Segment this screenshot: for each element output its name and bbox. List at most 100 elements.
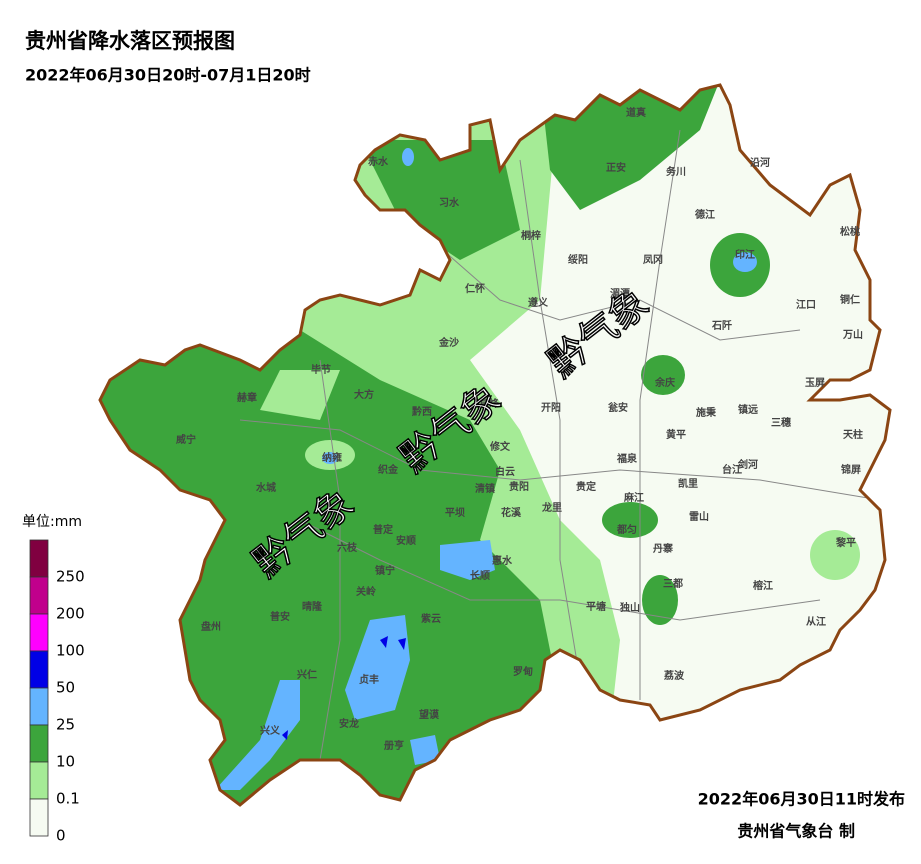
place-label: 荔波 <box>663 669 685 682</box>
issuer: 贵州省气象台 制 <box>737 822 855 841</box>
place-label: 丹寨 <box>653 542 673 555</box>
place-label: 平塘 <box>586 600 606 613</box>
place-label: 贵定 <box>576 480 596 493</box>
place-label: 威宁 <box>176 433 196 446</box>
place-label: 独山 <box>620 601 640 614</box>
place-label: 桐梓 <box>521 229 541 242</box>
place-label: 从江 <box>806 615 826 628</box>
legend-swatch <box>29 539 49 578</box>
legend-label: 200 <box>56 605 85 623</box>
place-label: 铜仁 <box>840 293 860 306</box>
place-label: 赫章 <box>237 391 257 404</box>
place-label: 花溪 <box>501 506 522 519</box>
place-label: 普安 <box>270 610 290 623</box>
place-label: 赤水 <box>368 155 389 168</box>
place-label: 三穗 <box>771 416 791 429</box>
legend-swatch <box>29 761 49 800</box>
title: 贵州省降水落区预报图 <box>25 29 235 53</box>
place-label: 榕江 <box>753 579 773 592</box>
place-label: 安顺 <box>396 534 416 547</box>
place-label: 沿河 <box>750 156 770 169</box>
legend-swatch <box>29 798 49 837</box>
legend: 250 200 100 50 25 10 0.1 0 <box>29 539 85 845</box>
legend-label: 10 <box>56 753 75 771</box>
place-label: 麻江 <box>623 491 644 504</box>
place-label: 贞丰 <box>359 673 379 686</box>
place-label: 镇宁 <box>375 564 395 577</box>
issued: 2022年06月30日11时发布 <box>698 790 905 809</box>
legend-swatch <box>29 687 49 726</box>
place-label: 务川 <box>666 165 686 178</box>
place-label: 凯里 <box>678 477 698 490</box>
place-label: 长顺 <box>470 569 490 582</box>
place-label: 织金 <box>378 463 399 476</box>
place-label: 清镇 <box>475 482 495 495</box>
place-label: 万山 <box>842 328 863 341</box>
legend-title: 单位:mm <box>22 514 82 530</box>
subtitle: 2022年06月30日20时-07月1日20时 <box>25 66 311 85</box>
place-label: 福泉 <box>616 452 638 465</box>
place-label: 印江 <box>735 248 755 261</box>
place-label: 黄平 <box>666 428 686 441</box>
place-label: 德江 <box>694 208 715 221</box>
place-label: 普定 <box>373 523 393 536</box>
precip-fill <box>100 85 890 805</box>
place-label: 江口 <box>796 298 816 311</box>
place-label: 关岭 <box>356 585 376 598</box>
place-label: 六枝 <box>337 541 358 554</box>
place-label: 盘州 <box>201 620 221 633</box>
place-label: 大方 <box>354 388 374 401</box>
place-label: 湄潭 <box>610 287 630 300</box>
place-label: 三都 <box>663 577 683 590</box>
place-label: 瓮安 <box>608 401 628 414</box>
place-label: 玉屏 <box>805 377 825 389</box>
place-label: 纳雍 <box>322 451 342 464</box>
place-label: 镇远 <box>738 403 758 416</box>
place-label: 白云 <box>495 465 515 478</box>
legend-label: 0 <box>56 827 66 845</box>
place-label: 望谟 <box>419 708 440 721</box>
legend-swatch <box>29 724 49 763</box>
legend-swatch <box>29 650 49 689</box>
place-label: 惠水 <box>492 554 513 567</box>
place-label: 兴仁 <box>297 668 317 681</box>
place-label: 锦屏 <box>841 463 861 476</box>
place-label: 紫云 <box>421 612 441 625</box>
legend-label: 50 <box>56 679 75 697</box>
place-label: 凤冈 <box>643 254 663 266</box>
place-label: 平坝 <box>445 506 465 519</box>
place-label: 习水 <box>439 196 460 209</box>
place-label: 松桃 <box>840 225 860 238</box>
place-label: 金沙 <box>438 336 459 349</box>
place-label: 修文 <box>489 440 511 453</box>
place-label: 水城 <box>255 481 276 494</box>
place-label: 遵义 <box>528 296 549 309</box>
place-label: 黔西 <box>412 405 432 418</box>
place-label: 道真 <box>626 106 646 119</box>
place-label: 正安 <box>606 161 626 174</box>
place-label: 绥阳 <box>568 253 588 266</box>
place-label: 施秉 <box>696 406 717 419</box>
place-label: 息烽 <box>479 397 500 410</box>
place-label: 罗甸 <box>513 665 533 678</box>
legend-swatch <box>29 613 49 652</box>
place-label: 龙里 <box>541 501 562 514</box>
place-label: 都匀 <box>616 523 637 536</box>
place-label: 雷山 <box>689 510 709 523</box>
place-label: 兴义 <box>260 724 281 737</box>
legend-label: 250 <box>56 568 85 586</box>
legend-label: 100 <box>56 642 85 660</box>
place-label: 毕节 <box>311 363 331 376</box>
place-label: 剑河 <box>737 458 758 471</box>
place-label: 天柱 <box>843 428 863 441</box>
legend-label: 25 <box>56 716 75 734</box>
place-label: 石阡 <box>711 319 732 332</box>
place-label: 安龙 <box>339 717 359 730</box>
legend-swatch <box>29 576 49 615</box>
place-label: 贵阳 <box>509 480 529 493</box>
place-label: 余庆 <box>654 376 675 389</box>
place-label: 开阳 <box>541 402 561 414</box>
place-label: 台江 <box>722 463 742 476</box>
